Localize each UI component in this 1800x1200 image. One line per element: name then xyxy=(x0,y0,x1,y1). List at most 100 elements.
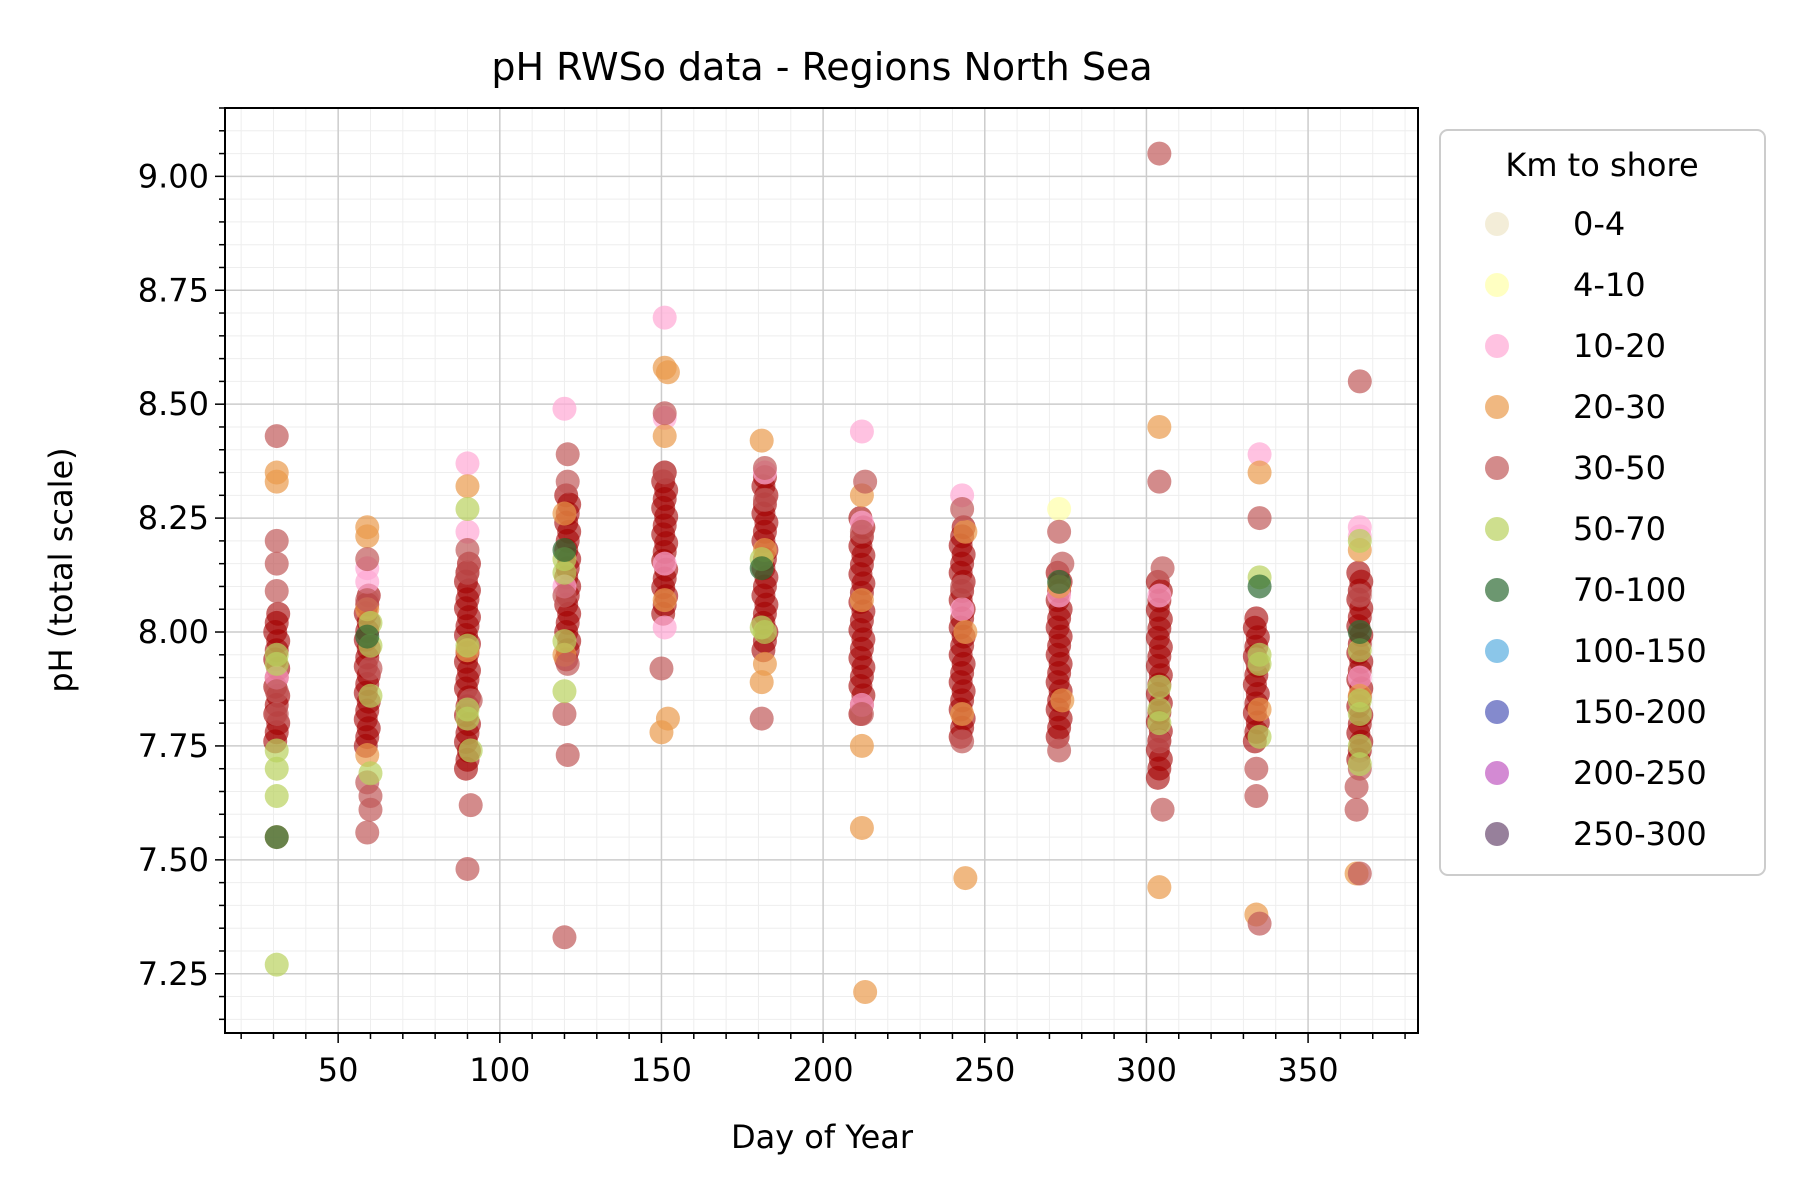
legend-marker xyxy=(1485,761,1509,785)
data-point xyxy=(455,633,480,658)
data-point xyxy=(1347,861,1372,886)
data-point xyxy=(552,629,577,654)
x-tick-label: 100 xyxy=(469,1051,530,1089)
data-point xyxy=(652,305,677,330)
data-point xyxy=(749,706,774,731)
y-tick-label: 8.00 xyxy=(138,613,209,651)
data-point xyxy=(552,583,577,608)
y-tick-label: 7.75 xyxy=(138,727,209,765)
data-point xyxy=(1247,651,1272,676)
data-point xyxy=(849,419,874,444)
chart-title: pH RWSo data - Regions North Sea xyxy=(491,45,1152,89)
data-point xyxy=(1347,733,1372,758)
legend-label: 70-100 xyxy=(1573,571,1686,609)
data-point xyxy=(652,551,677,576)
data-point xyxy=(355,820,380,845)
data-point xyxy=(649,720,674,745)
data-point xyxy=(1347,665,1372,690)
data-point xyxy=(953,866,978,891)
data-point xyxy=(1244,756,1269,781)
data-point xyxy=(953,620,978,645)
y-tick-label: 7.25 xyxy=(138,955,209,993)
data-point xyxy=(849,733,874,758)
y-tick-label: 8.25 xyxy=(138,499,209,537)
data-point xyxy=(552,679,577,704)
legend-box xyxy=(1439,129,1766,876)
plot-frame xyxy=(224,107,1419,1034)
data-point xyxy=(355,743,380,768)
y-tick-label: 8.75 xyxy=(138,271,209,309)
data-point xyxy=(652,588,677,613)
data-point xyxy=(455,519,480,544)
legend-marker xyxy=(1485,456,1509,480)
legend-marker xyxy=(1485,639,1509,663)
data-point xyxy=(950,574,975,599)
data-point xyxy=(1344,774,1369,799)
data-point xyxy=(849,588,874,613)
data-point xyxy=(264,469,289,494)
data-point xyxy=(752,487,777,512)
data-point xyxy=(849,702,874,727)
data-point xyxy=(1344,797,1369,822)
data-point xyxy=(458,793,483,818)
data-point xyxy=(749,670,774,695)
data-point xyxy=(1247,574,1272,599)
y-tick-label: 7.50 xyxy=(138,841,209,879)
data-point xyxy=(1147,583,1172,608)
legend-label: 100-150 xyxy=(1573,632,1707,670)
data-point xyxy=(1150,556,1175,581)
data-point xyxy=(652,424,677,449)
data-point xyxy=(749,428,774,453)
data-point xyxy=(552,501,577,526)
grid-layer xyxy=(225,107,1418,1033)
legend-items: 0-4 4-10 10-20 20-30 30-50 50-70 70-100 100-150… xyxy=(1485,205,1707,853)
legend-label: 250-300 xyxy=(1573,815,1707,853)
data-point xyxy=(355,624,380,649)
legend-label: 0-4 xyxy=(1573,205,1625,243)
data-point xyxy=(264,528,289,553)
data-point xyxy=(555,651,580,676)
data-point xyxy=(1147,729,1172,754)
data-point xyxy=(1150,797,1175,822)
data-point xyxy=(455,451,480,476)
data-point xyxy=(1247,460,1272,485)
data-point xyxy=(552,396,577,421)
data-point xyxy=(552,560,577,585)
data-point xyxy=(1147,674,1172,699)
data-point xyxy=(455,706,480,731)
data-point xyxy=(1050,551,1075,576)
data-point xyxy=(455,560,480,585)
data-point xyxy=(1047,519,1072,544)
data-point xyxy=(1244,784,1269,809)
data-point xyxy=(853,979,878,1004)
data-point xyxy=(1247,697,1272,722)
data-point xyxy=(652,615,677,640)
legend-marker xyxy=(1485,273,1509,297)
data-point xyxy=(264,579,289,604)
data-point xyxy=(358,797,383,822)
data-point xyxy=(552,925,577,950)
x-axis-label: Day of Year xyxy=(731,1118,914,1156)
data-point xyxy=(1247,724,1272,749)
legend-label: 200-250 xyxy=(1573,754,1707,792)
legend-title: Km to shore xyxy=(1505,146,1698,184)
ticks-layer: 50 100 150 200 250 300 350 7.25 7.50 7.75 8.00 8.25… xyxy=(138,107,1406,1089)
data-point xyxy=(1050,688,1075,713)
data-point xyxy=(752,455,777,480)
data-point-dense xyxy=(1244,606,1269,631)
legend-label: 4-10 xyxy=(1573,266,1646,304)
data-point xyxy=(1247,506,1272,531)
data-point xyxy=(1347,620,1372,645)
data-point xyxy=(1247,911,1272,936)
legend-marker xyxy=(1485,334,1509,358)
data-point xyxy=(749,556,774,581)
x-tick-label: 50 xyxy=(318,1051,359,1089)
data-point xyxy=(1347,583,1372,608)
legend-label: 10-20 xyxy=(1573,327,1666,365)
data-point xyxy=(849,815,874,840)
x-tick-label: 350 xyxy=(1278,1051,1339,1089)
data-point xyxy=(752,620,777,645)
data-point xyxy=(1347,369,1372,394)
data-point xyxy=(552,537,577,562)
